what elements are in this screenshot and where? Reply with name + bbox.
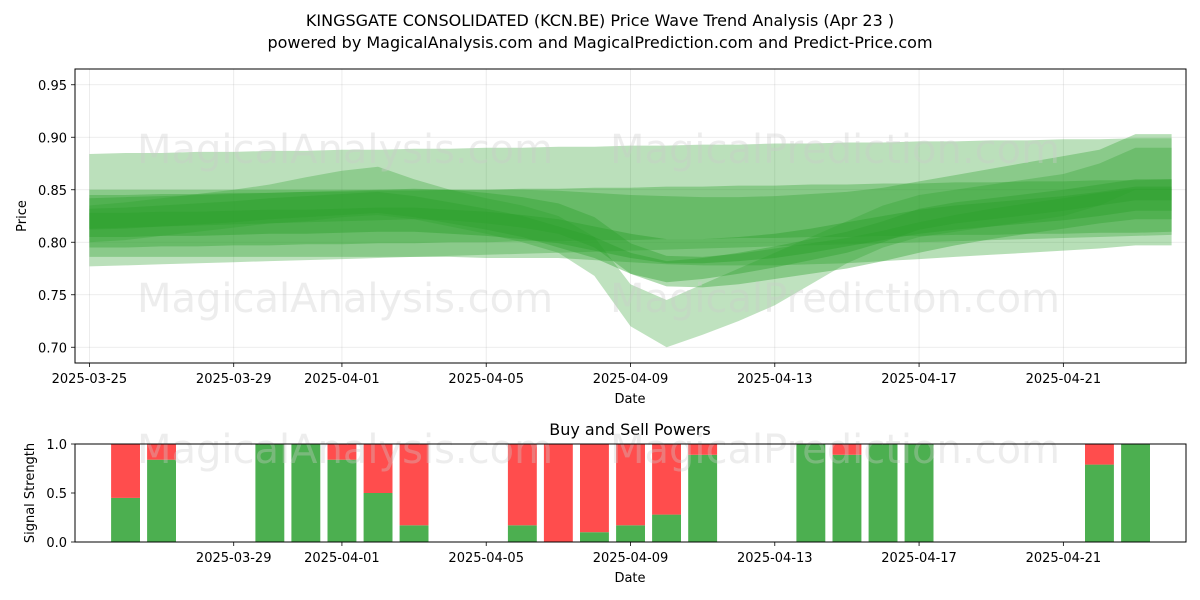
buy-bar (616, 525, 645, 542)
chart-title-line2: powered by MagicalAnalysis.com and Magic… (267, 33, 932, 52)
power-y-tick-label: 0.5 (46, 487, 67, 502)
price-x-tick-label: 2025-04-13 (737, 372, 813, 387)
buy-bar (1085, 464, 1114, 542)
buy-bar (399, 525, 429, 542)
buy-bar (363, 493, 393, 542)
power-y-tick-label: 1.0 (46, 438, 67, 453)
price-plot-background (75, 69, 1186, 363)
buy-bar (1121, 444, 1150, 542)
price-y-axis: 0.70 0.75 0.80 0.85 0.90 0.95 (38, 79, 75, 356)
buy-bar (652, 514, 681, 542)
sell-bar (327, 444, 357, 460)
price-x-tick-label: 2025-04-05 (448, 372, 524, 387)
power-x-axis: 2025-03-29 2025-04-01 2025-04-05 2025-04-09… (196, 542, 1101, 566)
sell-bar (652, 444, 681, 515)
power-x-tick-label: 2025-04-01 (304, 551, 380, 566)
sell-bar (688, 444, 718, 455)
sell-bar (507, 444, 537, 526)
price-y-axis-label: Price (15, 200, 30, 232)
power-y-tick-label: 0.0 (46, 536, 67, 551)
power-bars (111, 444, 1150, 542)
price-y-tick-label: 0.95 (38, 79, 67, 94)
sell-bar (832, 444, 862, 455)
sell-bar (399, 444, 429, 526)
price-x-tick-label: 2025-04-17 (881, 372, 957, 387)
buy-bar (327, 459, 357, 542)
sell-bar (111, 444, 140, 498)
buy-bar (111, 497, 140, 542)
power-chart-title: Buy and Sell Powers (549, 420, 711, 439)
price-y-tick-label: 0.75 (38, 289, 67, 304)
wave-band-wave-2 (89, 134, 1172, 266)
wave-band-wave-6 (89, 179, 1172, 283)
buy-bar (255, 444, 285, 542)
price-waves (89, 134, 1172, 348)
power-y-axis: 0.0 0.5 1.0 (46, 438, 75, 551)
wave-band-wave-3 (89, 188, 1172, 288)
watermark-prediction-lower: MagicalPrediction.com (610, 276, 1060, 322)
watermark-analysis-lower: MagicalAnalysis.com (137, 276, 553, 322)
sell-bar (616, 444, 645, 526)
buy-bar (580, 532, 609, 542)
watermark-analysis-bottom: MagicalAnalysis.com (137, 427, 553, 473)
price-y-tick-label: 0.90 (38, 131, 67, 146)
sell-bar (1085, 444, 1114, 465)
sell-bar (363, 444, 393, 493)
buy-bar (688, 454, 718, 542)
power-x-tick-label: 2025-04-09 (593, 551, 669, 566)
price-y-tick-label: 0.80 (38, 236, 67, 251)
wave-band-wave-7 (89, 186, 1172, 264)
power-x-tick-label: 2025-04-05 (448, 551, 524, 566)
wave-band-wave-4 (89, 147, 1172, 348)
price-x-axis: 2025-03-25 2025-03-29 2025-04-01 2025-04-05… (52, 363, 1101, 387)
power-x-tick-label: 2025-04-21 (1026, 551, 1102, 566)
buy-bar (507, 525, 537, 542)
price-panel: MagicalAnalysis.com MagicalPrediction.co… (15, 68, 1187, 407)
buy-bar (904, 444, 934, 542)
buy-bar (832, 454, 862, 542)
power-panel: Buy and Sell Powers MagicalAnalysis.com … (23, 420, 1187, 586)
power-y-axis-label: Signal Strength (23, 443, 38, 543)
price-x-tick-label: 2025-03-25 (52, 372, 128, 387)
wave-band-wave-1 (89, 138, 1172, 267)
sell-bar (543, 444, 573, 542)
buy-bar (868, 444, 898, 542)
watermark-analysis-upper: MagicalAnalysis.com (137, 127, 553, 173)
price-y-tick-label: 0.70 (38, 341, 67, 356)
price-x-tick-label: 2025-04-21 (1026, 372, 1102, 387)
chart-title-line1: KINGSGATE CONSOLIDATED (KCN.BE) Price Wa… (306, 11, 894, 30)
watermark-prediction-bottom: MagicalPrediction.com (610, 427, 1060, 473)
price-x-axis-label: Date (614, 392, 645, 407)
wave-band-wave-5 (89, 179, 1172, 248)
power-x-tick-label: 2025-04-13 (737, 551, 813, 566)
power-x-tick-label: 2025-03-29 (196, 551, 272, 566)
price-y-tick-label: 0.85 (38, 184, 67, 199)
price-x-tick-label: 2025-04-09 (593, 372, 669, 387)
sell-bar (147, 444, 176, 460)
sell-bar (580, 444, 609, 533)
price-x-tick-label: 2025-04-01 (304, 372, 380, 387)
watermark-prediction-upper: MagicalPrediction.com (610, 127, 1060, 173)
buy-bar (291, 444, 321, 542)
price-x-tick-label: 2025-03-29 (196, 372, 272, 387)
power-x-axis-label: Date (614, 571, 645, 586)
price-grid (75, 69, 1186, 363)
power-x-tick-label: 2025-04-17 (881, 551, 957, 566)
buy-bar (796, 444, 826, 542)
buy-bar (147, 459, 176, 542)
